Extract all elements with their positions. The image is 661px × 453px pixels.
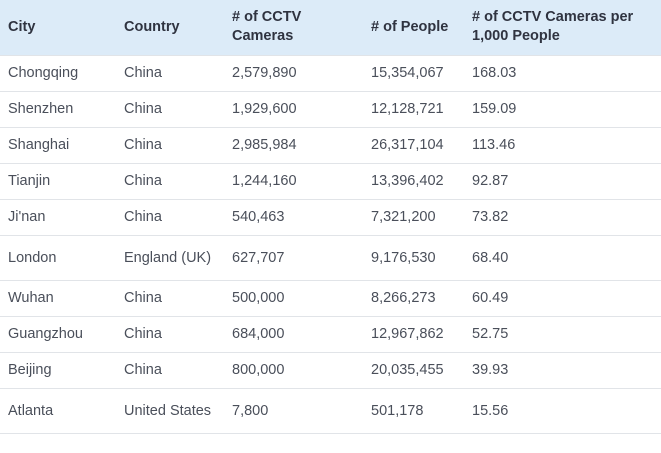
cell-people: 26,317,104 bbox=[371, 137, 444, 153]
cell-per-1000: 92.87 bbox=[472, 173, 509, 189]
cell-cameras: 627,707 bbox=[232, 249, 285, 266]
table-row: Wuhan China 500,000 8,266,273 60.49 bbox=[0, 280, 661, 316]
cell-cameras: 2,579,890 bbox=[232, 65, 297, 81]
cell-country: United States bbox=[124, 402, 212, 419]
cell-per-1000: 15.56 bbox=[472, 402, 509, 419]
cell-city: Tianjin bbox=[8, 173, 51, 189]
cell-per-1000: 68.40 bbox=[472, 249, 509, 266]
table-row: London England (UK) 627,707 9,176,530 68… bbox=[0, 235, 661, 280]
table-row: Beijing China 800,000 20,035,455 39.93 bbox=[0, 352, 661, 388]
cell-cameras: 2,985,984 bbox=[232, 137, 297, 153]
cell-cameras: 684,000 bbox=[232, 326, 285, 342]
table-row: Shanghai China 2,985,984 26,317,104 113.… bbox=[0, 127, 661, 163]
cell-city: London bbox=[8, 249, 57, 266]
header-country: Country bbox=[124, 18, 180, 35]
cell-per-1000: 168.03 bbox=[472, 65, 517, 81]
cell-per-1000: 39.93 bbox=[472, 362, 509, 378]
cell-cameras: 1,244,160 bbox=[232, 173, 297, 189]
cell-city: Atlanta bbox=[8, 402, 54, 419]
cell-per-1000: 60.49 bbox=[472, 290, 509, 306]
table-row: Tianjin China 1,244,160 13,396,402 92.87 bbox=[0, 163, 661, 199]
table-row: Atlanta United States 7,800 501,178 15.5… bbox=[0, 388, 661, 433]
cell-per-1000: 52.75 bbox=[472, 326, 509, 342]
cell-country: China bbox=[124, 209, 162, 225]
cell-people: 15,354,067 bbox=[371, 65, 444, 81]
cell-cameras: 540,463 bbox=[232, 209, 285, 225]
table-header: City Country # of CCTV Cameras # of Peop… bbox=[0, 0, 661, 55]
cell-country: China bbox=[124, 290, 162, 306]
table-body: Chongqing China 2,579,890 15,354,067 168… bbox=[0, 55, 661, 433]
cell-city: Ji'nan bbox=[8, 209, 46, 225]
cctv-table: City Country # of CCTV Cameras # of Peop… bbox=[0, 0, 661, 433]
header-city: City bbox=[8, 18, 36, 35]
cell-country: China bbox=[124, 65, 162, 81]
cell-city: Chongqing bbox=[8, 65, 79, 81]
cell-cameras: 800,000 bbox=[232, 362, 285, 378]
cell-per-1000: 113.46 bbox=[472, 137, 516, 153]
header-row: City Country # of CCTV Cameras # of Peop… bbox=[0, 0, 661, 55]
cell-per-1000: 159.09 bbox=[472, 101, 517, 117]
cell-people: 501,178 bbox=[371, 402, 424, 419]
cell-cameras: 7,800 bbox=[232, 402, 269, 419]
header-cameras: # of CCTV Cameras bbox=[232, 9, 302, 45]
cell-cameras: 500,000 bbox=[232, 290, 285, 306]
cell-cameras: 1,929,600 bbox=[232, 101, 297, 117]
cell-country: England (UK) bbox=[124, 249, 212, 266]
cell-city: Beijing bbox=[8, 362, 52, 378]
cell-city: Guangzhou bbox=[8, 326, 83, 342]
header-per-1000: # of CCTV Cameras per 1,000 People bbox=[472, 9, 634, 45]
header-people: # of People bbox=[371, 18, 449, 35]
cell-people: 13,396,402 bbox=[371, 173, 444, 189]
cell-people: 7,321,200 bbox=[371, 209, 436, 225]
table-row: Shenzhen China 1,929,600 12,128,721 159.… bbox=[0, 91, 661, 127]
cell-per-1000: 73.82 bbox=[472, 209, 509, 225]
table-row: Guangzhou China 684,000 12,967,862 52.75 bbox=[0, 316, 661, 352]
cell-people: 9,176,530 bbox=[371, 249, 436, 266]
cell-city: Wuhan bbox=[8, 290, 54, 306]
cell-people: 12,128,721 bbox=[371, 101, 444, 117]
cell-city: Shenzhen bbox=[8, 101, 74, 117]
cell-people: 8,266,273 bbox=[371, 290, 436, 306]
cell-country: China bbox=[124, 326, 162, 342]
table-row: Ji'nan China 540,463 7,321,200 73.82 bbox=[0, 199, 661, 235]
cell-people: 12,967,862 bbox=[371, 326, 444, 342]
cell-country: China bbox=[124, 137, 162, 153]
cell-people: 20,035,455 bbox=[371, 362, 444, 378]
cell-country: China bbox=[124, 101, 162, 117]
table-row: Chongqing China 2,579,890 15,354,067 168… bbox=[0, 55, 661, 91]
cell-country: China bbox=[124, 173, 162, 189]
cell-city: Shanghai bbox=[8, 137, 70, 153]
cell-country: China bbox=[124, 362, 162, 378]
